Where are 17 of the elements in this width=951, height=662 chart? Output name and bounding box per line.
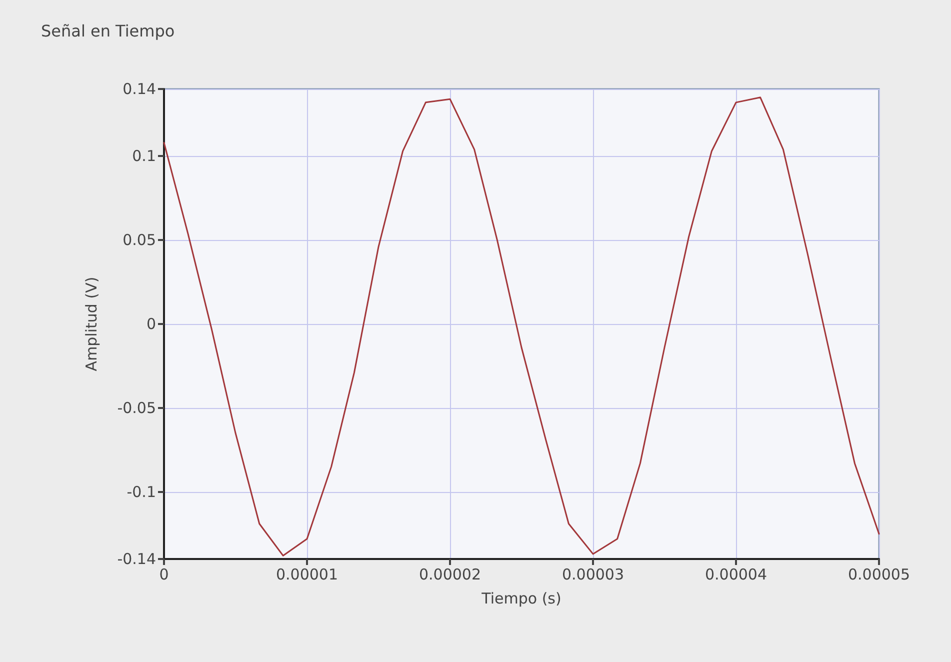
x-tick-label: 0.00005 [848,566,910,584]
y-tick-label: -0.14 [117,550,156,568]
x-tick-label: 0.00001 [276,566,338,584]
y-tick-label: 0.05 [122,231,156,250]
x-tick-label: 0.00002 [418,566,482,584]
y-tick-label: -0.1 [126,482,156,501]
x-tick-label: 0.00004 [704,566,768,584]
line-series [163,96,880,556]
chart-title: Señal en Tiempo [41,22,175,40]
y-tick-label: 0 [146,315,156,333]
x-axis-title: Tiempo (s) [480,590,562,608]
x-tick-label: 0.00003 [562,566,624,584]
y-axis-title: Amplitud (V) [82,276,100,372]
y-tick-label: -0.05 [117,398,156,417]
y-tick-label: 0.1 [132,147,156,166]
x-tick-label: 0 [159,566,169,584]
y-tick-label: 0.14 [122,80,156,98]
